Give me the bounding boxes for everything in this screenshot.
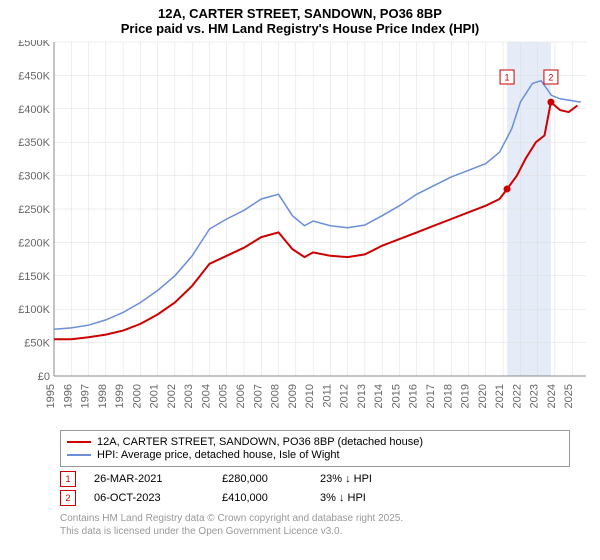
xtick-label: 1996 — [62, 384, 74, 408]
ytick-label: £150K — [18, 271, 50, 283]
chart-container: 12A, CARTER STREET, SANDOWN, PO36 8BP Pr… — [0, 0, 600, 560]
series-hpi — [54, 81, 581, 330]
xtick-label: 2007 — [252, 384, 264, 408]
xtick-label: 2006 — [235, 384, 247, 408]
sale-price-2: £410,000 — [222, 492, 302, 504]
legend-label-price-paid: 12A, CARTER STREET, SANDOWN, PO36 8BP (d… — [97, 436, 423, 448]
sale-marker-num-1: 1 — [505, 73, 510, 83]
xtick-label: 2014 — [373, 384, 385, 408]
xtick-label: 2017 — [425, 384, 437, 408]
xtick-label: 2000 — [131, 384, 143, 408]
sale-date-2: 06-OCT-2023 — [94, 492, 204, 504]
xtick-label: 2019 — [460, 384, 472, 408]
footer-copyright: Contains HM Land Registry data © Crown c… — [60, 512, 592, 525]
ytick-label: £450K — [18, 70, 50, 82]
xtick-label: 1995 — [45, 384, 57, 408]
xtick-label: 2012 — [339, 384, 351, 408]
legend-label-hpi: HPI: Average price, detached house, Isle… — [97, 449, 340, 461]
xtick-label: 2004 — [200, 384, 212, 408]
xtick-label: 2005 — [218, 384, 230, 408]
ytick-label: £0 — [38, 371, 50, 383]
legend-item-hpi: HPI: Average price, detached house, Isle… — [67, 449, 563, 461]
xtick-label: 2018 — [442, 384, 454, 408]
sale-row-2: 2 06-OCT-2023 £410,000 3% ↓ HPI — [60, 490, 592, 506]
sale-dot-2 — [547, 99, 554, 106]
sale-diff-1: 23% ↓ HPI — [320, 473, 372, 485]
xtick-label: 2015 — [390, 384, 402, 408]
xtick-label: 2023 — [529, 384, 541, 408]
xtick-label: 2016 — [408, 384, 420, 408]
ytick-label: £500K — [18, 40, 50, 49]
footer-licence: This data is licensed under the Open Gov… — [60, 525, 592, 538]
xtick-label: 1998 — [97, 384, 109, 408]
xtick-label: 1997 — [80, 384, 92, 408]
xtick-label: 2024 — [546, 384, 558, 408]
xtick-label: 2003 — [183, 384, 195, 408]
ytick-label: £250K — [18, 204, 50, 216]
sale-diff-2: 3% ↓ HPI — [320, 492, 366, 504]
footer: Contains HM Land Registry data © Crown c… — [60, 512, 592, 538]
legend-swatch-blue — [67, 454, 91, 456]
sale-row-1: 1 26-MAR-2021 £280,000 23% ↓ HPI — [60, 471, 592, 487]
xtick-label: 2001 — [149, 384, 161, 408]
xtick-label: 1999 — [114, 384, 126, 408]
legend-item-price-paid: 12A, CARTER STREET, SANDOWN, PO36 8BP (d… — [67, 436, 563, 448]
ytick-label: £200K — [18, 237, 50, 249]
ytick-label: £350K — [18, 137, 50, 149]
series-price_paid — [54, 102, 577, 339]
sale-dot-1 — [504, 185, 511, 192]
xtick-label: 2010 — [304, 384, 316, 408]
xtick-label: 2025 — [563, 384, 575, 408]
sale-date-1: 26-MAR-2021 — [94, 473, 204, 485]
xtick-label: 2009 — [287, 384, 299, 408]
chart-svg: £0 £50K £100K £150K £200K £250K £300K £350K £400… — [8, 40, 592, 428]
ytick-label: £400K — [18, 104, 50, 116]
xtick-label: 2013 — [356, 384, 368, 408]
xtick-label: 2002 — [166, 384, 178, 408]
sales-table: 1 26-MAR-2021 £280,000 23% ↓ HPI 2 06-OC… — [60, 471, 592, 506]
legend: 12A, CARTER STREET, SANDOWN, PO36 8BP (d… — [60, 430, 570, 467]
chart-title-line2: Price paid vs. HM Land Registry's House … — [8, 21, 592, 36]
xtick-label: 2011 — [321, 384, 333, 408]
xtick-label: 2020 — [477, 384, 489, 408]
ytick-label: £300K — [18, 171, 50, 183]
chart-title-line1: 12A, CARTER STREET, SANDOWN, PO36 8BP — [8, 6, 592, 21]
xtick-label: 2008 — [270, 384, 282, 408]
sale-marker-2: 2 — [60, 490, 76, 506]
sale-marker-num-2: 2 — [548, 73, 553, 83]
sale-marker-1: 1 — [60, 471, 76, 487]
legend-swatch-red — [67, 441, 91, 444]
chart-plot-area: £0 £50K £100K £150K £200K £250K £300K £350K £400… — [8, 40, 592, 428]
ytick-label: £100K — [18, 304, 50, 316]
xtick-label: 2021 — [494, 384, 506, 408]
sale-price-1: £280,000 — [222, 473, 302, 485]
xtick-label: 2022 — [511, 384, 523, 408]
ytick-label: £50K — [24, 338, 50, 350]
